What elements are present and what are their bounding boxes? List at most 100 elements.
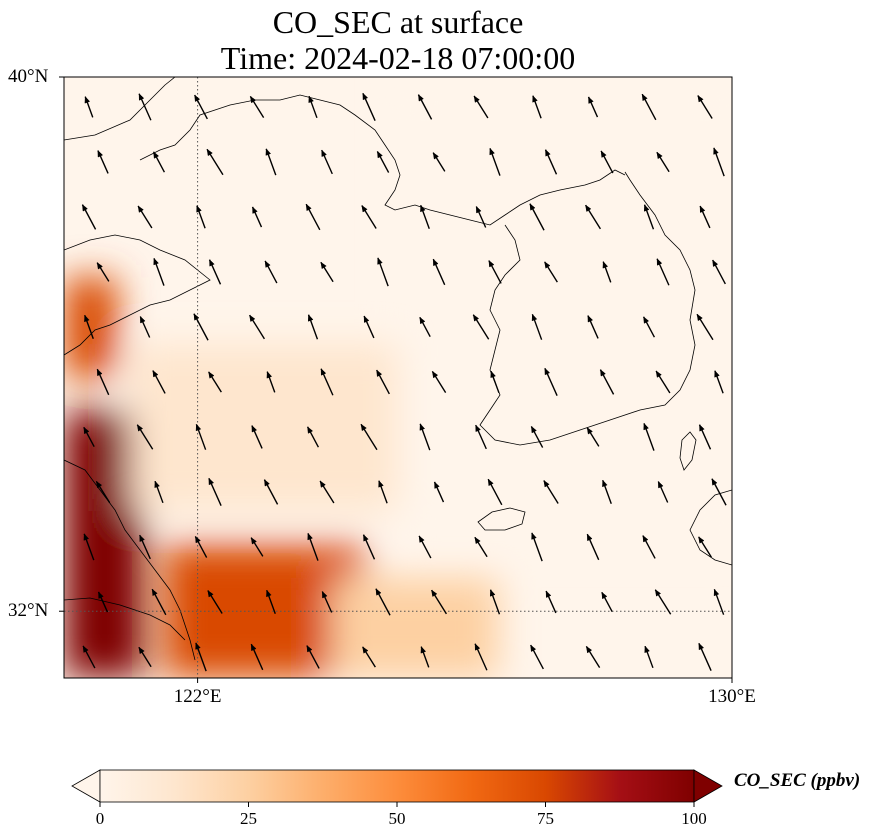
coastline-shandong [64,234,211,356]
wind-arrow [83,426,95,448]
wind-arrow [376,369,390,395]
wind-arrow [602,479,612,504]
wind-arrow [305,203,321,231]
wind-arrow [194,94,208,120]
colorbar-tick-label: 50 [388,809,406,828]
wind-arrow [195,423,207,450]
wind-arrow [487,478,503,506]
wind-arrow [377,257,389,287]
wind-arrow [644,645,654,669]
wind-arrow [417,94,433,120]
wind-arrow [250,643,264,671]
wind-arrow [657,480,669,503]
wind-arrow [599,369,615,395]
wind-arrow [697,95,713,119]
wind-arrow [153,257,165,286]
wind-arrow [360,423,378,451]
wind-arrow [361,205,377,229]
wind-arrow [532,95,542,119]
wind-arrow [137,205,153,229]
wind-arrow [376,150,390,173]
wind-arrow [473,95,489,119]
wind-arrow [713,147,725,177]
wind-arrow [138,93,152,121]
wind-arrow [375,588,391,616]
wind-arrow [544,261,558,283]
wind-arrow [139,315,151,338]
coastline-bohai [139,94,626,226]
wind-arrow [712,259,726,285]
wind-arrow [654,589,672,615]
wind-arrow [643,204,655,230]
wind-arrow [251,424,263,449]
wind-arrow [263,479,279,505]
wind-arrow [139,534,151,560]
wind-arrow [362,646,376,668]
concentration-region-1 [64,277,118,378]
wind-arrow [418,535,432,559]
wind-arrow [320,261,334,283]
wind-arrow [83,533,95,561]
colorbar-extend-low [71,769,101,803]
concentration-region-3 [331,577,499,678]
wind-arrow [151,588,167,616]
wind-arrow [698,642,712,671]
wind-arrow [474,536,488,558]
wind-vectors [81,92,727,672]
gridlines [64,77,732,678]
wind-arrow [306,644,320,669]
coastline-jeju [477,507,526,531]
colorbar-tick-label: 25 [240,809,257,828]
coastlines [64,77,732,661]
wind-arrow [489,589,501,615]
wind-arrow [265,148,277,176]
concentration-region-4 [130,344,399,512]
wind-arrow [321,590,333,613]
wind-arrow [194,535,208,558]
wind-arrow [530,644,544,670]
wind-arrow [432,258,446,286]
colorbar-extend-high [693,769,723,803]
wind-arrow [206,148,224,176]
wind-arrow [431,370,447,393]
colorbar-tick-label: 75 [537,809,554,828]
wind-arrow [490,370,500,394]
map-title-line-1: CO_SEC at surface [272,4,524,40]
colorbar-tick-label: 100 [681,809,707,828]
wind-arrow [208,477,222,506]
concentration-field [64,77,732,678]
wind-arrow [656,151,670,173]
wind-arrow [308,95,318,119]
wind-arrow [84,314,94,339]
wind-arrow [489,147,501,176]
wind-arrow [362,534,376,560]
wind-arrow [96,368,110,396]
colorbar-bar [99,769,695,803]
wind-arrow [472,314,490,340]
wind-arrow [432,152,446,172]
wind-arrow [362,92,376,121]
colorbar-tick-label: 0 [95,809,105,828]
coastline-east-china [64,459,196,661]
wind-arrow [430,589,448,615]
wind-arrow [208,371,222,393]
wind-arrow [602,261,612,283]
wind-arrow [696,313,714,341]
wind-arrow [475,424,487,450]
wind-arrow [530,425,544,448]
wind-arrow [531,532,543,562]
wind-arrow [698,424,712,450]
wind-arrow [531,313,543,340]
wind-arrow [96,262,110,282]
wind-arrow [307,532,319,561]
wind-arrow [196,205,206,229]
colorbar [71,769,723,807]
wind-arrow [250,537,264,557]
wind-arrow [136,424,154,450]
wind-arrow [544,149,558,175]
wind-arrow [488,259,502,284]
wind-arrow [655,370,671,394]
wind-arrow [208,259,222,285]
wind-arrow [306,426,320,448]
